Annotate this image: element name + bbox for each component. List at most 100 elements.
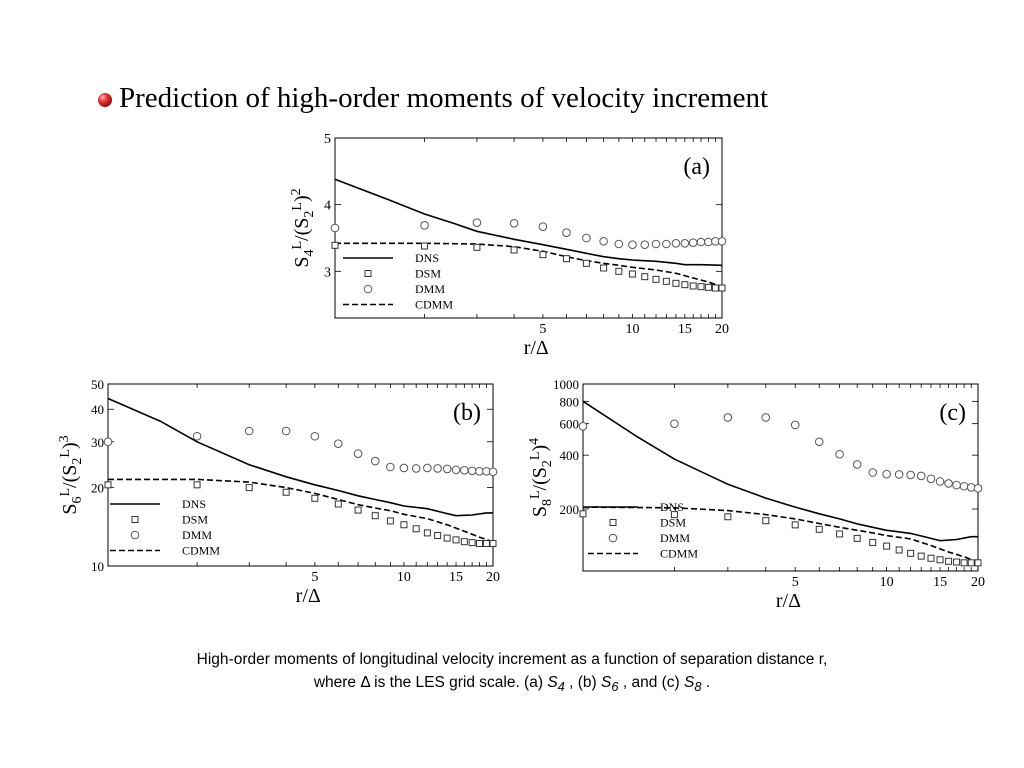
marker-dmm [330,223,340,233]
marker-dsm [869,538,877,546]
caption-text-b: is the LES grid scale. (a) [369,674,548,691]
series-line-dns [582,400,978,542]
marker-dsm [539,251,547,259]
marker-dmm [103,437,113,447]
marker-dmm [423,463,432,473]
marker-dmm [562,228,571,237]
marker-dsm [510,246,518,254]
x-tick-label: 15 [449,570,463,585]
marker-dsm [282,488,290,496]
marker-dsm [681,281,689,289]
marker-dsm [853,534,861,542]
legend-label-dmm: DMM [415,282,445,296]
marker-dsm [489,540,497,548]
y-tick-label: 600 [560,417,580,432]
y-tick-label: 10 [91,559,104,574]
marker-dmm [688,238,698,247]
legend-label-dsm: DSM [182,513,208,527]
marker-dsm [704,283,712,291]
marker-dsm [434,531,442,539]
caption-text-e: . [701,674,711,691]
marker-dmm [717,237,727,246]
marker-dsm [452,536,460,544]
marker-dsm [917,552,925,560]
marker-dsm [628,270,636,278]
marker-dsm [334,500,342,508]
marker-dmm [370,456,380,466]
figure-caption: High-order moments of longitudinal veloc… [0,648,1024,698]
marker-dmm [442,464,452,474]
legend-marker-dmm [363,284,373,294]
legend-label-dns: DNS [415,251,439,265]
panel-label: (b) [453,400,481,426]
marker-dmm [451,465,461,475]
marker-dsm [815,525,823,533]
legend-label-dsm: DSM [415,267,441,281]
y-tick-label: 20 [91,481,104,496]
marker-dsm [482,540,490,548]
marker-dmm [538,222,548,231]
caption-s4-sub: 4 [557,679,565,695]
y-tick-label: 3 [324,265,331,280]
legend-marker-dmm [130,530,140,540]
caption-s6: S [601,674,612,691]
marker-dmm [944,479,953,488]
marker-dmm [704,237,713,247]
marker-dmm [582,233,591,243]
marker-dmm [433,464,442,473]
marker-dsm [672,279,680,287]
marker-dsm [412,525,420,533]
marker-dmm [670,419,679,428]
marker-dmm [578,422,588,431]
marker-dmm [662,239,671,249]
marker-dsm [791,521,799,529]
marker-dmm [640,240,650,249]
marker-dmm [814,437,824,447]
marker-dsm [443,534,451,542]
marker-dmm [761,413,771,422]
legend-label-dmm: DMM [660,531,690,545]
caption-s6-sub: 6 [611,679,619,695]
marker-dsm [473,243,481,251]
marker-dmm [628,240,637,249]
legend-label-dns: DNS [660,500,684,514]
marker-dmm [460,466,469,475]
marker-dsm [883,542,891,550]
x-tick-label: 20 [486,570,500,585]
caption-s4: S [547,674,558,691]
caption-s8: S [684,674,695,691]
marker-dmm [680,239,690,248]
marker-dmm [973,484,983,493]
marker-dmm [868,468,878,477]
y-axis-label: S8L/(S2L)4 [527,438,555,517]
series-line-dns [107,397,493,517]
marker-dmm [935,477,945,486]
marker-dsm [562,255,570,263]
marker-dsm [354,506,362,514]
marker-dsm [615,267,623,275]
caption-line-1: High-order moments of longitudinal veloc… [196,651,828,668]
x-tick-label: 10 [880,575,894,590]
x-tick-label: 10 [625,322,639,337]
marker-dmm [467,466,477,476]
legend-marker-dmm [608,533,618,543]
y-tick-label: 200 [560,502,580,517]
marker-dsm [582,259,590,267]
series-line-dns [334,178,723,267]
panel-label: (a) [683,154,710,180]
y-tick-label: 40 [91,402,104,417]
marker-dmm [835,449,844,459]
y-tick-label: 5 [324,132,331,147]
marker-dsm [960,559,968,567]
legend-marker-dsm [609,519,617,526]
marker-dmm [353,449,363,458]
marker-dsm [945,557,953,565]
caption-line-2: where Δ is the LES grid scale. (a) S4 , … [0,671,1024,698]
marker-dsm [475,540,483,548]
marker-dmm [488,467,498,477]
marker-dsm [600,264,608,272]
marker-dsm [697,283,705,291]
